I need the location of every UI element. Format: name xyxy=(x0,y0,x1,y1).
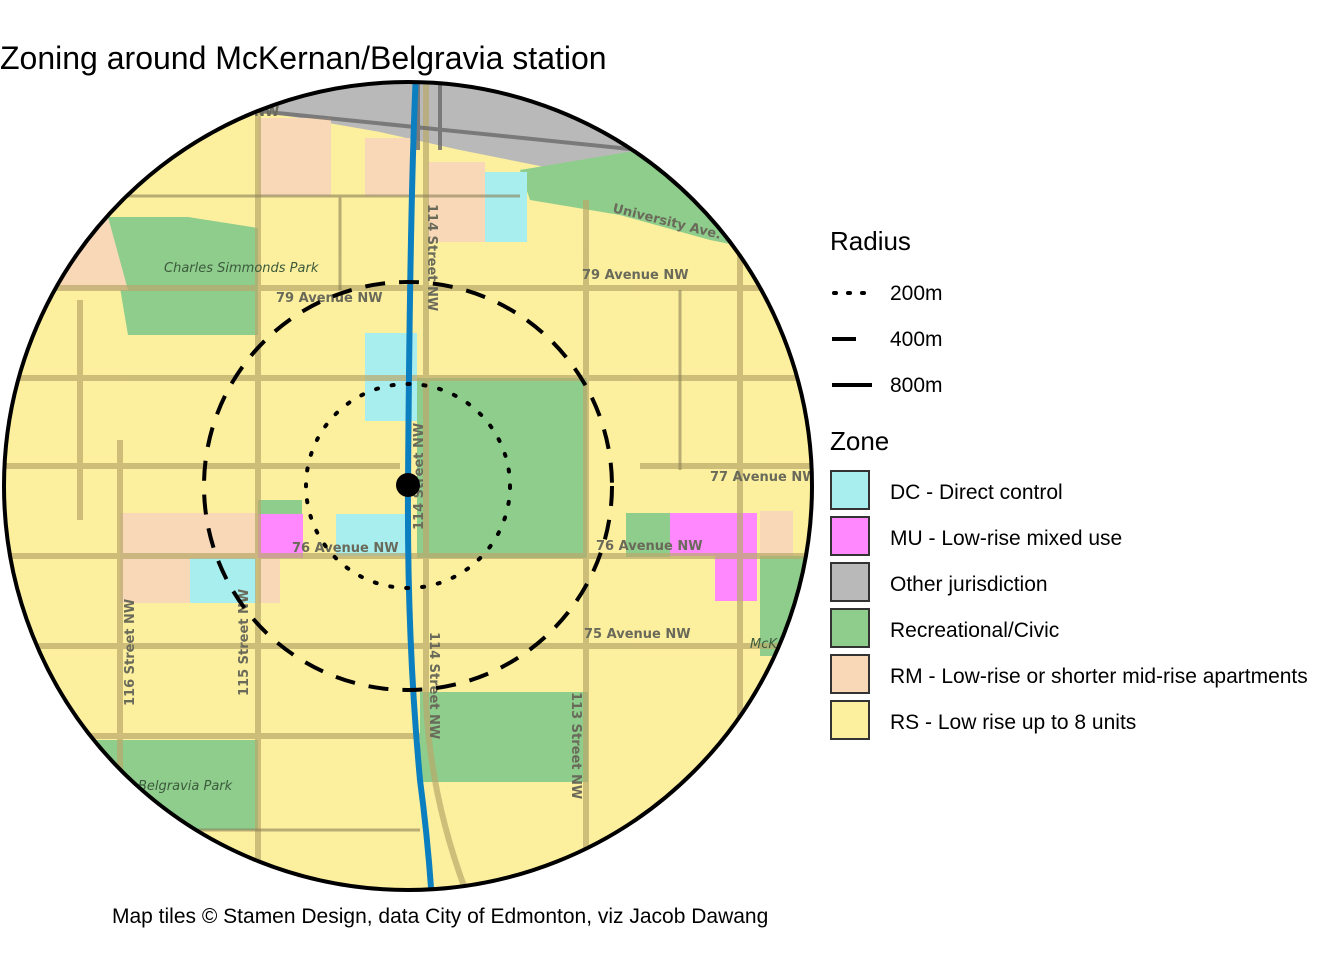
zone-rec-south xyxy=(420,692,588,782)
map-caption: Map tiles © Stamen Design, data City of … xyxy=(112,905,769,928)
map-title: Zoning around McKernan/Belgravia station xyxy=(0,40,607,76)
legend-zone-rs-label: RS - Low rise up to 8 units xyxy=(890,711,1137,734)
zone-mu-east xyxy=(670,513,757,601)
zone-rm-west-corner xyxy=(60,217,128,290)
legend-zone-dc: DC - Direct control xyxy=(830,468,1344,514)
legend-zone-mu: MU - Low-rise mixed use xyxy=(830,514,1344,560)
legend-radius-800m-label: 800m xyxy=(890,374,943,397)
zoning-map: 79 Avenue NW 79 Avenue NW 77 Avenue NW 7… xyxy=(2,80,817,892)
legend-radius-800m: 800m xyxy=(830,362,1344,408)
legend-zone-title: Zone xyxy=(830,426,890,456)
zone-rm-west-75b xyxy=(258,558,280,603)
zone-mu-west xyxy=(258,514,303,558)
legend-radius-400m-label: 400m xyxy=(890,328,943,351)
zone-rec-university-strip xyxy=(520,150,760,250)
legend-zone-rm-label: RM - Low-rise or shorter mid-rise apartm… xyxy=(890,665,1308,688)
park-label-belgravia: Belgravia Park xyxy=(138,779,233,794)
legend-swatch-other xyxy=(830,562,870,602)
park-label-charles: Charles Simmonds Park xyxy=(164,261,319,276)
zone-dc-center-76 xyxy=(336,514,408,556)
legend-radius-200m-label: 200m xyxy=(890,282,943,305)
radius-400m-ring xyxy=(202,280,614,692)
legend-swatch-mu xyxy=(830,516,870,556)
radius-800m-ring xyxy=(2,80,814,892)
legend-swatch-dc xyxy=(830,470,870,510)
legend-zone-other-label: Other jurisdiction xyxy=(890,573,1048,596)
legend-zone-dc-label: DC - Direct control xyxy=(890,481,1063,504)
legend-swatch-rm xyxy=(830,654,870,694)
street-label-115-st: 115 Street NW xyxy=(237,589,252,696)
zone-dc-north xyxy=(485,172,527,242)
lrt-line xyxy=(404,82,435,890)
street-label-114-st-south: 114 Street NW xyxy=(426,632,441,739)
street-label-114-st-center: 114 Street NW xyxy=(412,423,427,530)
dashed-line-icon xyxy=(832,337,856,341)
legend-zone-rs: RS - Low rise up to 8 units xyxy=(830,698,1344,744)
zone-rm-east-76 xyxy=(760,511,793,556)
legend-swatch-rs xyxy=(830,700,870,740)
zone-rec-east-small xyxy=(626,513,670,557)
radius-200m-ring xyxy=(304,382,512,590)
street-label-116-st: 116 Street NW xyxy=(123,599,138,706)
zone-rec-central xyxy=(417,378,587,558)
dotted-line-icon xyxy=(832,291,872,295)
zone-rec-west-small xyxy=(258,500,302,514)
legend-zone-rec-label: Recreational/Civic xyxy=(890,619,1060,642)
legend-radius-400m: 400m xyxy=(830,316,1344,362)
street-label-79-ave-west: 79 Avenue NW xyxy=(276,291,383,306)
zone-rm-west-76 xyxy=(120,513,258,558)
street-label-77-ave: 77 Avenue NW xyxy=(710,470,817,485)
legend-zone-mu-label: MU - Low-rise mixed use xyxy=(890,527,1123,550)
street-label-76-ave-east: 76 Avenue NW xyxy=(596,539,703,554)
park-label-mck: McK xyxy=(750,637,778,652)
zone-rm-north-1 xyxy=(258,118,331,196)
solid-line-icon xyxy=(832,383,872,387)
zone-rm-west-75 xyxy=(120,558,190,603)
park-label-charles-text: Charles Simmonds Park xyxy=(164,261,319,276)
legend-swatch-rec xyxy=(830,608,870,648)
legend-radius-title: Radius xyxy=(830,226,911,256)
street-label-79-ave-east: 79 Avenue NW xyxy=(582,268,689,283)
zone-dc-west-75 xyxy=(190,558,256,603)
street-label-113-st: 113 Street NW xyxy=(568,692,583,799)
zone-rm-north-2 xyxy=(365,138,410,196)
zone-rec-charles-simmonds-park xyxy=(108,217,258,335)
legend-zone-rec: Recreational/Civic xyxy=(830,606,1344,652)
legend-zone-other: Other jurisdiction xyxy=(830,560,1344,606)
street-label-76-ave-west: 76 Avenue NW xyxy=(292,541,399,556)
station-marker xyxy=(396,473,420,497)
street-label-75-ave: 75 Avenue NW xyxy=(584,627,691,642)
legend-zone-rm: RM - Low-rise or shorter mid-rise apartm… xyxy=(830,652,1344,698)
legend-radius-200m: 200m xyxy=(830,270,1344,316)
zone-rm-north-3 xyxy=(428,162,485,242)
street-label-114-st-north: 114 Street NW xyxy=(424,204,439,311)
